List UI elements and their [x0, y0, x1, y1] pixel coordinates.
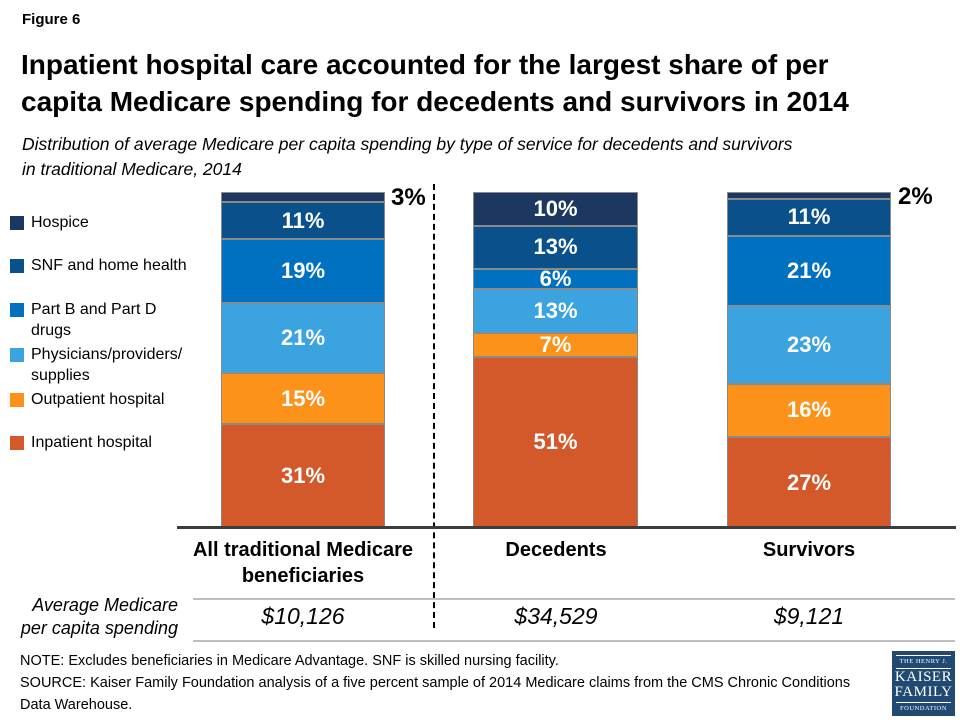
legend-item-snf-and-home-health: SNF and home health: [10, 256, 202, 277]
stacked-bar-survivors: 11% 21% 23% 16% 27%: [727, 192, 891, 528]
legend-swatch-outpatient-hospital: [10, 393, 24, 407]
segment-part-b-and-part-d-drugs: 19%: [221, 239, 385, 303]
legend-swatch-inpatient-hospital: [10, 436, 24, 450]
data-label-hospice-beneficiaries: 3%: [391, 184, 426, 211]
segment-snf-and-home-health: 13%: [473, 225, 638, 270]
legend-swatch-physicians-providers-supplies: [10, 348, 24, 362]
segment-snf-and-home-health: 11%: [727, 198, 891, 236]
legend-label: Physicians/providers/ supplies: [31, 346, 183, 384]
stacked-bar-decedents: 10% 13% 6% 13% 7% 51%: [473, 192, 638, 529]
stacked-bar-all-traditional-medicare-beneficiaries: 11% 19% 21% 15% 31%: [221, 192, 385, 528]
segment-hospice: [221, 192, 385, 203]
figure-label: Figure 6: [22, 11, 81, 28]
spending-value-decedents: $34,529: [514, 603, 598, 629]
logo-rule: [896, 655, 951, 656]
segment-part-b-and-part-d-drugs: 21%: [727, 235, 891, 307]
segment-snf-and-home-health: 11%: [221, 202, 385, 240]
logo-line-kaiser: KAISER: [894, 668, 953, 685]
legend-item-part-b-and-part-d-drugs: Part B and Part D drugs: [10, 300, 202, 342]
data-label-hospice-survivors: 2%: [898, 183, 933, 210]
spending-value-survivors: $9,121: [773, 603, 845, 629]
legend-item-physicians-providers-supplies: Physicians/providers/ supplies: [10, 345, 202, 387]
segment-outpatient-hospital: 15%: [221, 373, 385, 424]
legend-label: Part B and Part D drugs: [31, 301, 157, 339]
spending-row-label: Average Medicare per capita spending: [20, 595, 178, 639]
category-label-decedents: Decedents: [505, 539, 607, 561]
spending-value-beneficiaries: $10,126: [261, 603, 345, 629]
category-label-all-traditional-medicare-beneficiaries: All traditional Medicare beneficiaries: [192, 539, 414, 587]
legend-swatch-snf-and-home-health: [10, 259, 24, 273]
legend-label: SNF and home health: [31, 257, 187, 274]
logo-line-the-henry-j: THE HENRY J.: [899, 658, 948, 665]
subtitle: Distribution of average Medicare per cap…: [22, 134, 793, 179]
source-text: SOURCE: Kaiser Family Foundation analysi…: [20, 674, 851, 713]
logo-line-foundation: FOUNDATION: [900, 704, 947, 712]
segment-hospice: 10%: [473, 192, 638, 226]
category-label-survivors: Survivors: [762, 539, 856, 561]
decedents-divider-dashed-line: [433, 184, 435, 628]
segment-outpatient-hospital: 7%: [473, 333, 638, 357]
logo-rule: [896, 701, 951, 703]
legend-item-outpatient-hospital: Outpatient hospital: [10, 390, 202, 411]
logo-line-family: FAMILY: [894, 684, 953, 701]
legend-label: Outpatient hospital: [31, 391, 165, 408]
legend-swatch-hospice: [10, 216, 24, 230]
segment-outpatient-hospital: 16%: [727, 383, 891, 438]
page-title: Inpatient hospital care accounted for th…: [21, 49, 849, 118]
segment-physicians-providers-supplies: 21%: [221, 302, 385, 374]
legend-label: Hospice: [31, 214, 89, 231]
spending-row-bottom-rule: [193, 640, 955, 642]
segment-inpatient-hospital: 51%: [473, 356, 638, 529]
note-text: NOTE: Excludes beneficiaries in Medicare…: [20, 653, 559, 669]
legend-swatch-part-b-and-part-d-drugs: [10, 303, 24, 317]
spending-row-top-rule: [193, 598, 955, 600]
segment-hospice: [727, 192, 891, 199]
legend-item-inpatient-hospital: Inpatient hospital: [10, 433, 202, 454]
footnotes: NOTE: Excludes beneficiaries in Medicare…: [20, 651, 878, 716]
legend-label: Inpatient hospital: [31, 434, 152, 451]
segment-part-b-and-part-d-drugs: 6%: [473, 268, 638, 290]
segment-physicians-providers-supplies: 23%: [727, 306, 891, 384]
segment-physicians-providers-supplies: 13%: [473, 289, 638, 334]
kaiser-family-foundation-logo: THE HENRY J. KAISER FAMILY FOUNDATION: [892, 651, 955, 716]
segment-inpatient-hospital: 27%: [727, 437, 891, 528]
segment-inpatient-hospital: 31%: [221, 423, 385, 528]
legend-item-hospice: Hospice: [10, 213, 202, 234]
logo-rule: [896, 667, 951, 669]
x-axis-line: [177, 526, 956, 529]
